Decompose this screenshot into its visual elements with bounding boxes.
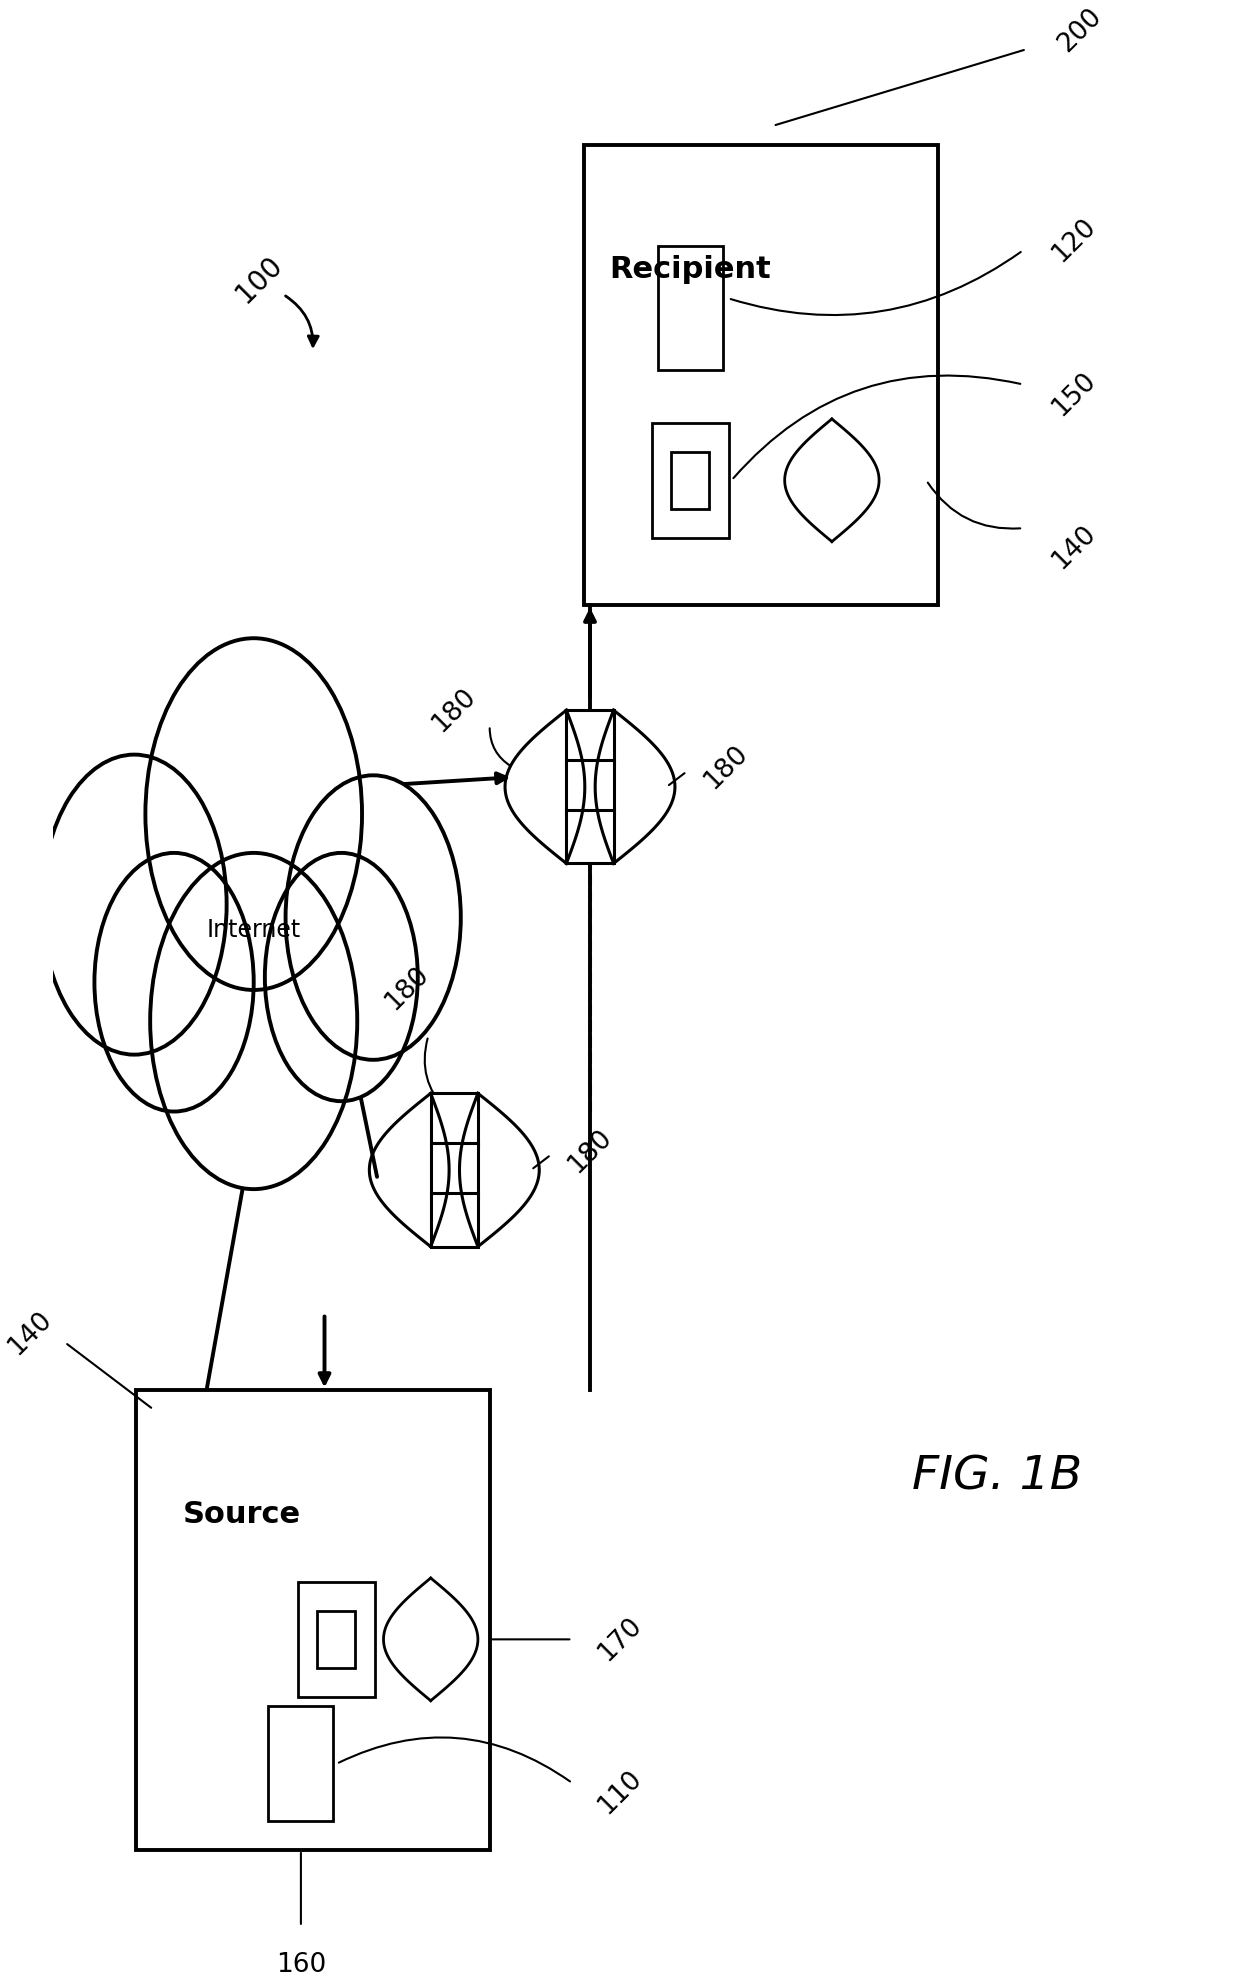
Text: 150: 150: [1047, 367, 1101, 421]
Bar: [658, 246, 723, 369]
Bar: [430, 1094, 477, 1147]
Text: 180: 180: [563, 1124, 618, 1177]
Text: 180: 180: [698, 740, 753, 794]
Circle shape: [94, 854, 254, 1112]
Bar: [430, 1143, 477, 1197]
Text: 110: 110: [593, 1767, 646, 1820]
Circle shape: [285, 776, 461, 1060]
Text: Recipient: Recipient: [609, 254, 771, 284]
Circle shape: [150, 854, 357, 1189]
Bar: [298, 1582, 374, 1697]
Bar: [135, 1390, 490, 1850]
Bar: [317, 1610, 355, 1667]
Text: Source: Source: [182, 1501, 301, 1528]
Bar: [584, 145, 939, 605]
Bar: [567, 760, 614, 814]
Text: FIG. 1B: FIG. 1B: [911, 1453, 1083, 1499]
Text: 180: 180: [381, 961, 434, 1014]
Text: 120: 120: [1047, 214, 1101, 268]
Text: 100: 100: [231, 250, 288, 308]
Bar: [269, 1707, 334, 1822]
Text: 170: 170: [593, 1612, 646, 1665]
Text: Internet: Internet: [207, 919, 301, 943]
Text: 140: 140: [1047, 520, 1101, 574]
Text: 140: 140: [2, 1306, 57, 1360]
Bar: [671, 451, 709, 508]
Text: 180: 180: [428, 683, 481, 736]
Circle shape: [42, 754, 227, 1054]
Bar: [430, 1193, 477, 1247]
Bar: [652, 423, 729, 538]
Bar: [567, 711, 614, 764]
Circle shape: [145, 639, 362, 991]
Bar: [567, 810, 614, 863]
Circle shape: [265, 854, 418, 1102]
Text: 160: 160: [275, 1951, 326, 1979]
Text: 200: 200: [1053, 4, 1106, 58]
